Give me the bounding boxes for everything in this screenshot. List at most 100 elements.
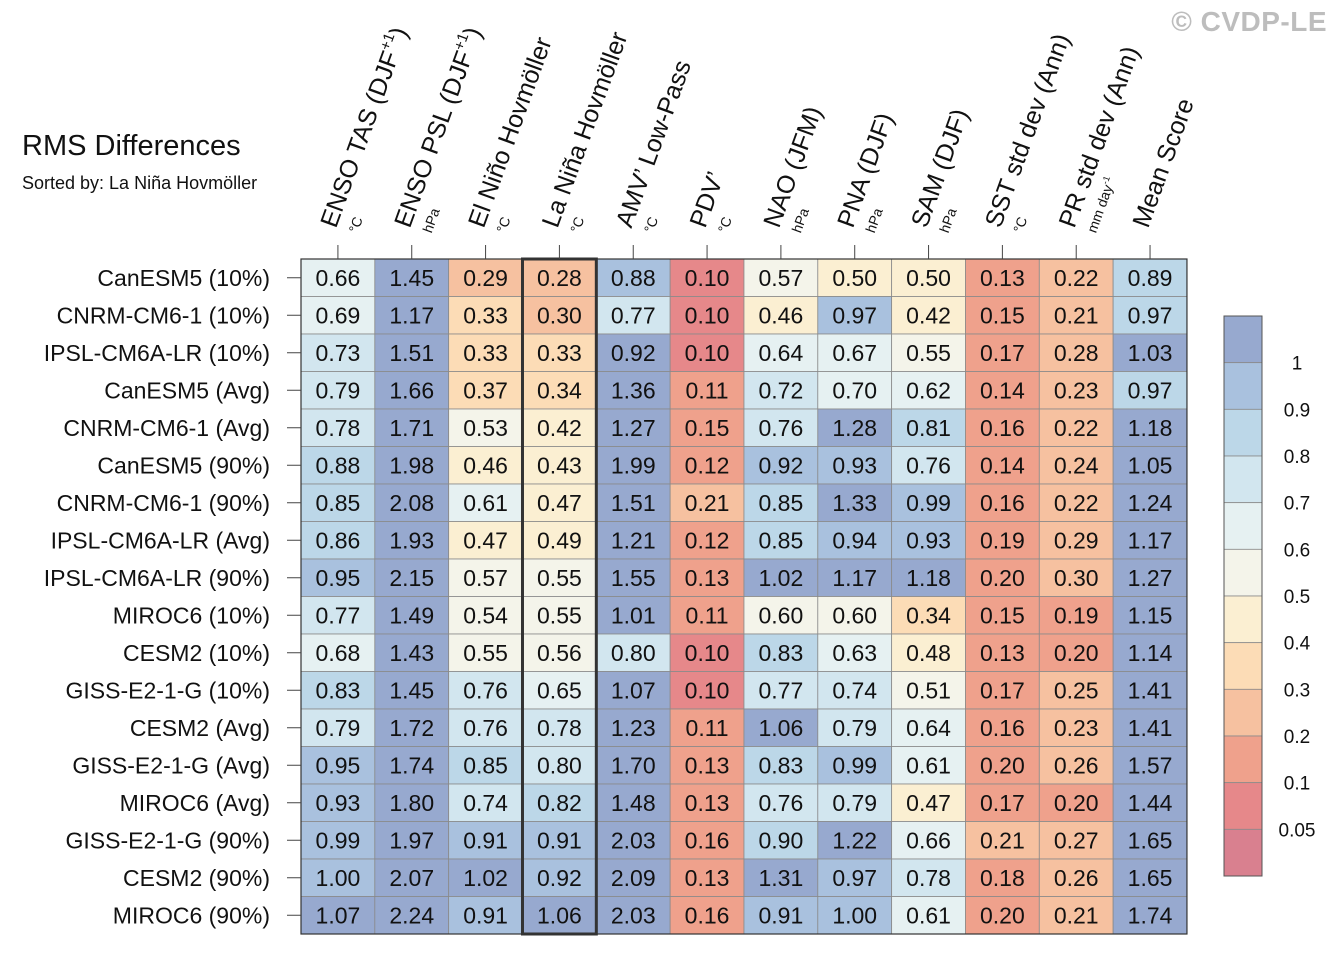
heatmap-cell xyxy=(1112,858,1188,897)
cell-value-label: 0.73 xyxy=(316,340,361,366)
cell-value-label: 1.41 xyxy=(1128,677,1173,703)
column-unit-label: °C xyxy=(345,214,365,234)
cell-value-label: 1.74 xyxy=(1128,902,1173,928)
colorbar-swatch xyxy=(1223,408,1263,457)
cell-value-label: 2.03 xyxy=(611,902,656,928)
cell-value-label: 1.48 xyxy=(611,790,656,816)
cell-value-label: 0.26 xyxy=(1054,752,1099,778)
heatmap-cell xyxy=(300,558,376,597)
heatmap-cell xyxy=(595,296,671,335)
heatmap-cell xyxy=(817,408,893,447)
cell-value-label: 1.28 xyxy=(832,415,877,441)
cell-value-label: 0.92 xyxy=(759,452,804,478)
cell-value-label: 0.20 xyxy=(1054,790,1099,816)
column-unit-label: °C xyxy=(493,214,513,234)
heatmap-cell xyxy=(300,821,376,860)
cell-value-label: 0.81 xyxy=(906,415,951,441)
cell-value-label: 1.65 xyxy=(1128,827,1173,853)
cell-value-label: 0.69 xyxy=(316,302,361,328)
cell-value-label: 0.86 xyxy=(316,527,361,553)
heatmap-cell xyxy=(300,671,376,710)
heatmap-cell xyxy=(448,558,523,597)
heatmap-cell xyxy=(300,896,376,935)
cell-value-label: 0.89 xyxy=(1128,265,1173,291)
cell-value-label: 0.66 xyxy=(316,265,361,291)
cell-value-label: 1.05 xyxy=(1128,452,1173,478)
cell-value-label: 0.55 xyxy=(463,640,508,666)
colorbar-swatch xyxy=(1223,315,1263,364)
heatmap-cell xyxy=(743,746,819,785)
heatmap-cell xyxy=(522,783,597,822)
cell-value-label: 0.72 xyxy=(759,377,804,403)
cell-value-label: 0.16 xyxy=(980,415,1025,441)
cell-value-label: 1.70 xyxy=(611,752,656,778)
heatmap-cell xyxy=(522,446,597,485)
heatmap-cell xyxy=(669,558,745,597)
heatmap-cell xyxy=(669,671,745,710)
heatmap-cell xyxy=(300,408,376,447)
cell-value-label: 1.00 xyxy=(832,902,877,928)
cell-value-label: 1.07 xyxy=(316,902,361,928)
heatmap-cell xyxy=(374,821,450,860)
chart-title: RMS Differences xyxy=(22,130,241,162)
heatmap-cell xyxy=(1038,483,1114,522)
row-label: MIROC6 (Avg) xyxy=(120,790,270,816)
colorbar-swatch xyxy=(1223,782,1263,830)
heatmap-cell xyxy=(1112,633,1188,672)
heatmap-cell xyxy=(1038,821,1114,860)
cell-value-label: 0.16 xyxy=(980,490,1025,516)
cell-value-label: 1.33 xyxy=(832,490,877,516)
cell-value-label: 0.13 xyxy=(685,865,730,891)
row-label: GISS-E2-1-G (90%) xyxy=(66,827,271,853)
heatmap-cell xyxy=(1038,258,1114,297)
heatmap-cell xyxy=(1038,708,1114,747)
cell-value-label: 0.21 xyxy=(1054,302,1099,328)
heatmap-cell xyxy=(374,446,450,485)
cell-value-label: 0.64 xyxy=(759,340,804,366)
cell-value-label: 0.76 xyxy=(906,452,951,478)
cell-value-label: 0.97 xyxy=(832,865,877,891)
cell-value-label: 0.21 xyxy=(980,827,1025,853)
cell-value-label: 1.21 xyxy=(611,527,656,553)
cell-value-label: 0.13 xyxy=(980,640,1025,666)
heatmap-cell xyxy=(743,446,819,485)
heatmap-cell xyxy=(891,708,966,747)
cell-value-label: 0.76 xyxy=(759,415,804,441)
colorbar-tick-label: 0.4 xyxy=(1284,634,1311,655)
heatmap-cell xyxy=(374,596,450,635)
cell-value-label: 1.01 xyxy=(611,602,656,628)
cell-value-label: 0.60 xyxy=(759,602,804,628)
cell-value-label: 0.30 xyxy=(1054,565,1099,591)
cell-value-label: 0.79 xyxy=(832,790,877,816)
heatmap-cell xyxy=(1112,408,1188,447)
cell-value-label: 0.74 xyxy=(832,677,877,703)
cell-value-label: 2.03 xyxy=(611,827,656,853)
heatmap-cell xyxy=(817,521,893,560)
cell-value-label: 0.99 xyxy=(316,827,361,853)
row-label: CNRM-CM6-1 (90%) xyxy=(57,490,270,516)
cell-value-label: 0.17 xyxy=(980,790,1025,816)
cell-value-label: 0.51 xyxy=(906,677,951,703)
heatmap-cell xyxy=(669,821,745,860)
heatmap-cell xyxy=(1038,558,1114,597)
heatmap-cell xyxy=(817,446,893,485)
heatmap-cell xyxy=(1112,558,1188,597)
heatmap-cell xyxy=(965,371,1040,410)
cell-value-label: 0.62 xyxy=(906,377,951,403)
cell-value-label: 1.31 xyxy=(759,865,804,891)
cell-value-label: 0.20 xyxy=(980,565,1025,591)
cell-value-label: 0.43 xyxy=(537,452,582,478)
heatmap-cell xyxy=(1112,671,1188,710)
cell-value-label: 0.13 xyxy=(685,752,730,778)
cell-value-label: 1.45 xyxy=(389,677,434,703)
cell-value-label: 0.65 xyxy=(537,677,582,703)
column-unit-label: °C xyxy=(1010,214,1030,234)
colorbar-tick-label: 0.2 xyxy=(1284,727,1310,748)
heatmap-cell xyxy=(448,671,523,710)
cell-value-label: 0.77 xyxy=(316,602,361,628)
row-label: CanESM5 (10%) xyxy=(97,265,270,291)
cell-value-label: 1.93 xyxy=(389,527,434,553)
heatmap-cell xyxy=(669,371,745,410)
heatmap-cell xyxy=(817,558,893,597)
